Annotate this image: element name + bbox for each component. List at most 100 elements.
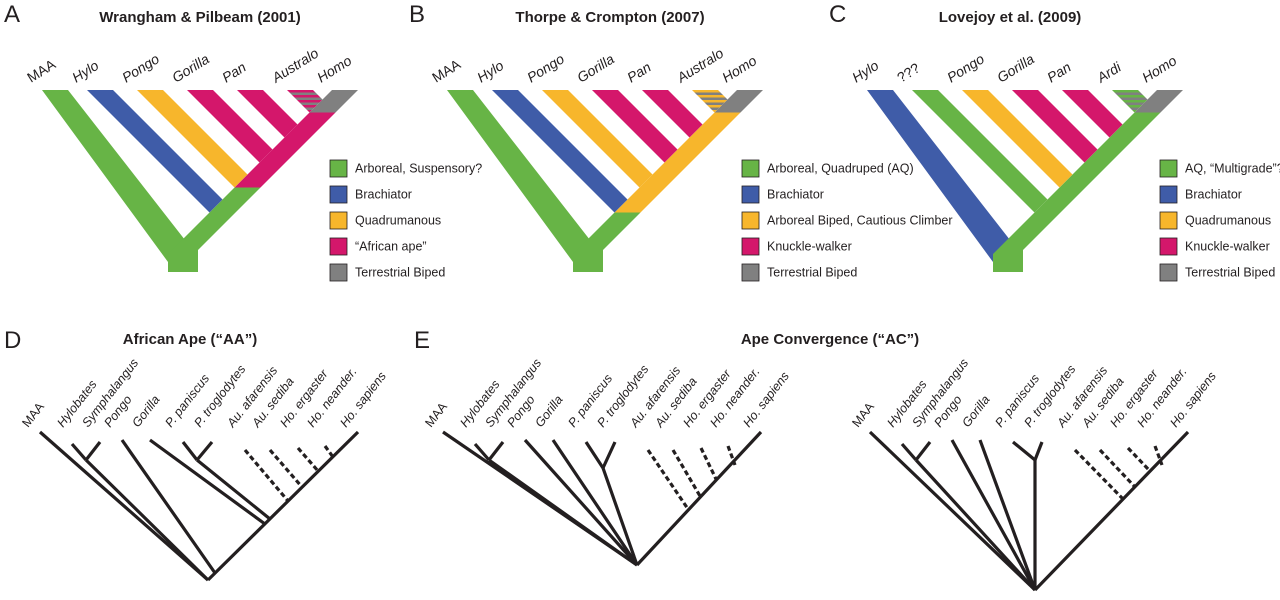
taxon-label: Homo: [1139, 52, 1179, 85]
branch: [488, 458, 638, 567]
taxon-label: Hylo: [69, 57, 101, 86]
legend-label: “African ape”: [355, 239, 427, 253]
lineage-bar: [1062, 90, 1123, 138]
branch: [635, 430, 763, 567]
panel-letter: A: [4, 1, 20, 28]
legend-swatch: [329, 263, 348, 282]
taxon-label: Pongo: [524, 50, 567, 85]
branch: [206, 430, 360, 582]
lineage-bar: [542, 90, 653, 188]
branch: [149, 438, 266, 526]
spine-segment: [168, 187, 261, 272]
legend-swatch: [1159, 237, 1178, 256]
branch: [523, 438, 639, 567]
legend-swatch: [329, 237, 348, 256]
panel-title: Lovejoy et al. (2009): [939, 9, 1082, 26]
fossil-branch: [699, 447, 718, 480]
fossil-branch: [1126, 446, 1152, 473]
branch: [195, 440, 214, 462]
legend-swatch: [1159, 185, 1178, 204]
panel-title: Wrangham & Pilbeam (2001): [99, 9, 300, 26]
legend-label: Brachiator: [355, 187, 412, 201]
branch: [978, 439, 1037, 591]
branch: [868, 430, 1037, 592]
panel-letter: C: [829, 1, 846, 28]
branch: [1033, 430, 1190, 592]
branch: [487, 441, 505, 461]
legend-swatch: [741, 185, 760, 204]
branch: [601, 441, 617, 469]
lineage-bar: [1012, 90, 1098, 163]
lineage-bar: [492, 90, 628, 213]
branch: [914, 458, 1037, 592]
legend-label: Terrestrial Biped: [355, 265, 445, 279]
lineage-bar: [447, 90, 590, 262]
branch: [601, 467, 639, 566]
lineage-bar: [287, 90, 323, 113]
lineage-bar: [1112, 90, 1148, 113]
legend-swatch: [1159, 159, 1178, 178]
fossil-branch: [726, 445, 737, 466]
legend-label: Brachiator: [1185, 187, 1242, 201]
legend-swatch: [1159, 211, 1178, 230]
lineage-bar: [187, 90, 273, 163]
lineage-bar: [912, 90, 1048, 213]
fossil-branch: [671, 449, 702, 497]
taxon-label: Gorilla: [129, 393, 162, 430]
legend-label: Quadrumanous: [355, 213, 441, 227]
panel-letter: D: [4, 327, 21, 354]
branch: [914, 441, 932, 461]
lineage-bar: [237, 90, 298, 138]
spine-segment: [614, 112, 741, 213]
fossil-branch: [296, 446, 320, 473]
legend-label: Terrestrial Biped: [1185, 265, 1275, 279]
taxon-label: Australo: [673, 45, 726, 86]
taxon-label: Pongo: [119, 50, 162, 85]
branch: [195, 458, 272, 521]
branch: [84, 441, 102, 461]
panel-title: Ape Convergence (“AC”): [741, 331, 919, 348]
legend-label: Arboreal Biped, Cautious Climber: [767, 213, 953, 227]
taxon-label: Gorilla: [959, 393, 992, 430]
taxon-label: Gorilla: [532, 393, 565, 430]
branch: [38, 430, 210, 582]
legend-swatch: [329, 211, 348, 230]
taxon-label: Pongo: [944, 50, 987, 85]
taxon-label: MAA: [422, 399, 450, 429]
lineage-bar: [642, 90, 703, 138]
taxon-label: MAA: [429, 56, 464, 86]
taxon-label: Pan: [219, 59, 249, 86]
branch: [473, 442, 491, 462]
spine-segment: [573, 212, 641, 272]
legend-label: Knuckle-walker: [767, 239, 852, 253]
legend-label: Knuckle-walker: [1185, 239, 1270, 253]
lineage-bar: [42, 90, 185, 262]
taxon-label: Pan: [624, 59, 654, 86]
lineage-bar: [962, 90, 1073, 188]
lineage-bar: [692, 90, 728, 113]
panel-letter: E: [414, 327, 430, 354]
legend-swatch: [741, 211, 760, 230]
branch: [120, 439, 217, 574]
taxon-label: Gorilla: [994, 50, 1037, 85]
fossil-branch: [1153, 445, 1164, 466]
spine-segment: [993, 112, 1161, 272]
spine-segment: [714, 90, 763, 113]
branch: [70, 442, 88, 462]
legend-swatch: [741, 237, 760, 256]
branch: [584, 441, 605, 469]
lineage-bar: [137, 90, 248, 188]
fossil-branch: [243, 448, 290, 503]
panel-title: Thorpe & Crompton (2007): [515, 9, 704, 26]
taxon-label: Ardi: [1093, 58, 1124, 86]
taxon-label: ???: [894, 59, 922, 85]
legend-label: AQ, “Multigrade”?: [1185, 161, 1280, 175]
panel-letter: B: [409, 1, 425, 28]
fossil-branch: [1073, 448, 1125, 501]
fossil-branch: [268, 448, 304, 489]
taxon-label: Pan: [1044, 59, 1074, 86]
lineage-bar: [592, 90, 678, 163]
branch: [900, 442, 918, 462]
panel-title: African Ape (“AA”): [123, 331, 257, 348]
